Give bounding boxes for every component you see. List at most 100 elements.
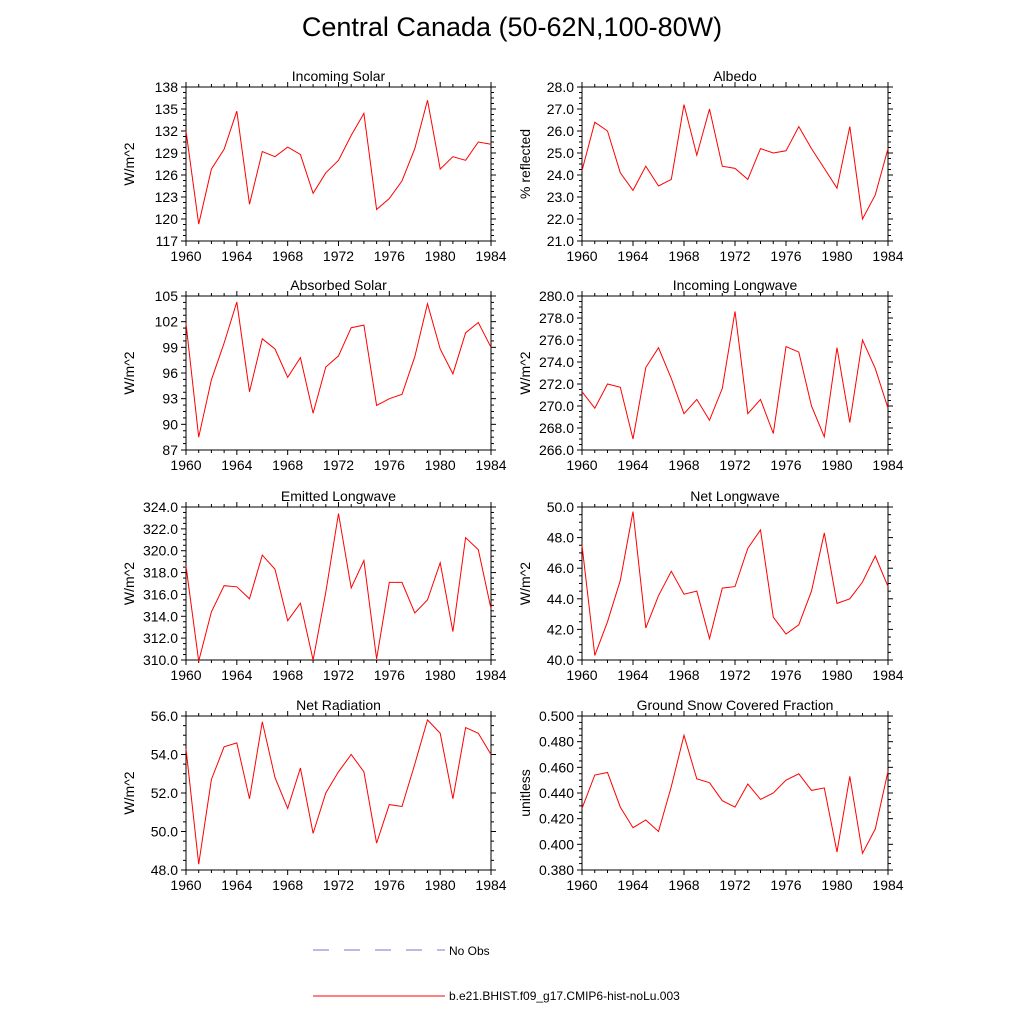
- x-tick-label: 1964: [617, 667, 648, 683]
- x-tick-label: 1960: [566, 457, 597, 473]
- y-tick-label: 28.0: [547, 79, 574, 95]
- y-tick-label: 50.0: [151, 824, 178, 840]
- y-tick-label: 268.0: [539, 420, 574, 436]
- legend: No Obs b.e21.BHIST.f09_g17.CMIP6-hist-noL…: [313, 944, 680, 1003]
- y-tick-label: 316.0: [143, 586, 178, 602]
- y-tick-label: 105: [155, 288, 179, 304]
- x-tick-label: 1980: [821, 877, 852, 893]
- x-tick-label: 1984: [475, 667, 506, 683]
- panel-title: Incoming Longwave: [673, 277, 798, 293]
- panel-incoming-solar: Incoming Solar W/m^2 117 120 123 126 129 132 135…: [121, 68, 507, 264]
- x-tick-label: 1984: [872, 248, 903, 264]
- x-tick-label: 1976: [374, 877, 405, 893]
- y-axis-label: W/m^2: [517, 351, 533, 394]
- y-tick-label: 138: [155, 79, 179, 95]
- y-tick-label: 22.0: [547, 211, 574, 227]
- y-tick-label: 99: [162, 339, 178, 355]
- y-tick-label: 312.0: [143, 630, 178, 646]
- plot-frame: [581, 715, 889, 871]
- y-tick-label: 40.0: [547, 652, 574, 668]
- panel-net-longwave: Net Longwave W/m^2 40.0 42.0 44.0 46.0 48.0 50.…: [517, 488, 904, 683]
- series-line: [185, 718, 492, 865]
- y-tick-label: 102: [155, 314, 179, 330]
- x-tick-label: 1976: [374, 248, 405, 264]
- x-tick-label: 1960: [566, 877, 597, 893]
- x-tick-label: 1964: [617, 457, 648, 473]
- y-tick-label: 90: [162, 416, 178, 432]
- x-tick-label: 1964: [221, 248, 252, 264]
- series-line: [185, 100, 492, 225]
- x-tick-label: 1976: [770, 667, 801, 683]
- x-tick-label: 1964: [221, 667, 252, 683]
- x-tick-label: 1980: [425, 248, 456, 264]
- panel-albedo: Albedo % reflected 21.0 22.0 23.0 24.0 25.0 26.…: [517, 68, 904, 264]
- y-tick-label: 318.0: [143, 565, 178, 581]
- y-axis-label: W/m^2: [517, 562, 533, 605]
- y-tick-label: 117: [156, 233, 179, 249]
- plot-frame: [581, 295, 889, 451]
- y-tick-label: 27.0: [547, 101, 574, 117]
- x-tick-label: 1980: [425, 457, 456, 473]
- y-tick-label: 266.0: [539, 442, 574, 458]
- y-tick-label: 126: [155, 167, 179, 183]
- x-tick-label: 1984: [872, 457, 903, 473]
- y-tick-label: 274.0: [539, 354, 574, 370]
- y-tick-label: 120: [155, 211, 179, 227]
- x-tick-label: 1972: [719, 877, 750, 893]
- x-tick-label: 1968: [668, 667, 699, 683]
- x-tick-label: 1960: [170, 457, 201, 473]
- y-tick-label: 48.0: [547, 530, 574, 546]
- y-tick-label: 272.0: [539, 376, 574, 392]
- y-tick-label: 0.480: [539, 734, 574, 750]
- legend-label-no-obs: No Obs: [449, 944, 490, 958]
- panel-title: Net Longwave: [690, 488, 780, 504]
- y-tick-label: 135: [155, 101, 179, 117]
- y-tick-label: 129: [155, 145, 179, 161]
- x-tick-label: 1960: [566, 667, 597, 683]
- y-tick-label: 324.0: [143, 499, 178, 515]
- y-tick-label: 314.0: [143, 608, 178, 624]
- panel-title: Incoming Solar: [292, 68, 386, 84]
- series-line: [581, 104, 889, 221]
- y-tick-label: 93: [162, 391, 178, 407]
- x-tick-label: 1984: [475, 457, 506, 473]
- y-tick-label: 26.0: [547, 123, 574, 139]
- panel-title: Net Radiation: [296, 697, 381, 713]
- x-tick-label: 1980: [425, 667, 456, 683]
- y-axis-label: % reflected: [517, 129, 533, 199]
- x-tick-label: 1976: [374, 667, 405, 683]
- x-tick-label: 1984: [475, 248, 506, 264]
- y-tick-label: 0.400: [539, 836, 574, 852]
- x-tick-label: 1972: [323, 457, 354, 473]
- series-line: [581, 511, 889, 656]
- y-tick-label: 96: [162, 365, 178, 381]
- x-tick-label: 1964: [221, 457, 252, 473]
- y-tick-label: 276.0: [539, 332, 574, 348]
- y-tick-label: 280.0: [539, 288, 574, 304]
- x-tick-label: 1968: [668, 457, 699, 473]
- y-tick-label: 21.0: [547, 233, 574, 249]
- figure-title: Central Canada (50-62N,100-80W): [301, 12, 723, 42]
- plot-frame: [185, 506, 492, 661]
- x-tick-label: 1980: [821, 248, 852, 264]
- x-tick-label: 1972: [719, 457, 750, 473]
- y-tick-label: 56.0: [151, 708, 178, 724]
- y-tick-label: 44.0: [547, 591, 574, 607]
- y-tick-label: 52.0: [151, 785, 178, 801]
- x-tick-label: 1976: [770, 877, 801, 893]
- x-tick-label: 1968: [272, 667, 303, 683]
- x-tick-label: 1960: [170, 877, 201, 893]
- series-line: [185, 513, 492, 662]
- x-tick-label: 1980: [425, 877, 456, 893]
- y-tick-label: 48.0: [151, 862, 178, 878]
- y-tick-label: 270.0: [539, 398, 574, 414]
- y-tick-label: 24.0: [547, 167, 574, 183]
- panel-incoming-longwave: Incoming Longwave W/m^2 266.0 268.0 270.0 272…: [517, 277, 904, 473]
- panel-net-radiation: Net Radiation W/m^2 48.0 50.0 52.0 54.0 56.0 19…: [121, 697, 507, 893]
- x-tick-label: 1960: [170, 248, 201, 264]
- panel-title: Absorbed Solar: [290, 277, 387, 293]
- y-tick-label: 322.0: [143, 521, 178, 537]
- x-tick-label: 1964: [617, 248, 648, 264]
- plot-frame: [185, 715, 492, 871]
